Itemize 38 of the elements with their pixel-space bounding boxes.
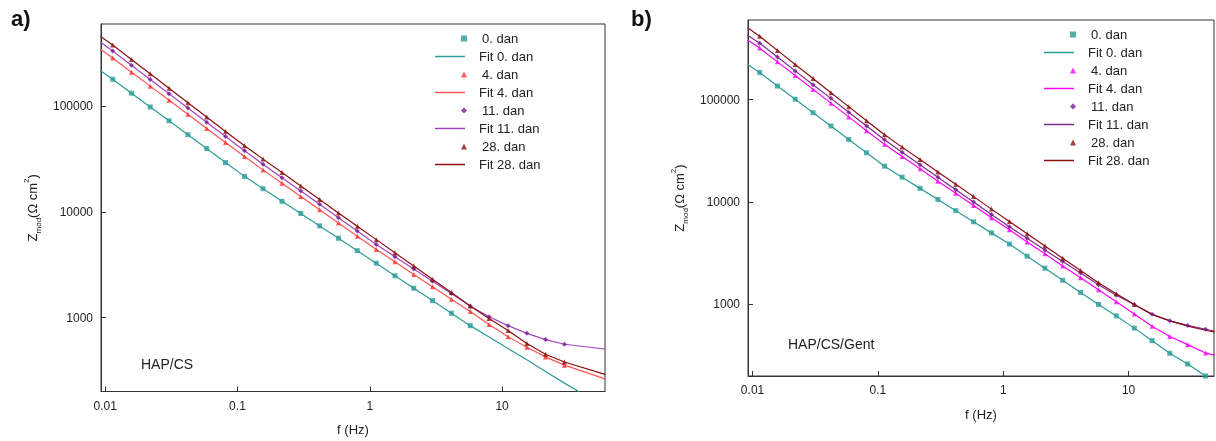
legend-label: 28. dan (1091, 135, 1135, 150)
x-tick-label: 0.1 (869, 383, 887, 397)
legend-label: 0. dan (1091, 27, 1128, 42)
y-tick-label: 10000 (706, 195, 741, 210)
x-tick-label: 0.01 (740, 383, 765, 397)
y-tick-label: 1000 (66, 310, 94, 325)
legend-label: Fit 4. dan (479, 85, 534, 100)
x-tick-label: 0.1 (229, 398, 247, 413)
x-tick-label: 1 (999, 383, 1007, 397)
legend-label: Fit 28. dan (1088, 153, 1150, 168)
legend-label: 4. dan (482, 67, 519, 82)
y-tick-label: 1000 (713, 297, 741, 312)
y-tick-label: 10000 (59, 204, 94, 219)
legend-label: Fit 0. dan (479, 49, 534, 64)
y-axis-title: Zmod(Ω cm2) (21, 174, 43, 242)
y-tick-label: 100000 (52, 99, 94, 114)
chart-title: a) (11, 5, 31, 31)
legend-label: Fit 11. dan (1088, 117, 1149, 132)
legend-label: 0. dan (482, 31, 519, 46)
legend-label: 4. dan (1091, 63, 1128, 78)
x-tick-label: 0.01 (93, 398, 118, 413)
legend-label: Fit 28. dan (479, 157, 541, 172)
x-tick-label: 10 (1121, 383, 1136, 397)
x-axis-title: f (Hz) (965, 406, 997, 422)
annotation: HAP/CS/Gent (788, 336, 875, 352)
x-tick-label: 10 (495, 398, 510, 413)
annotation: HAP/CS (141, 356, 194, 372)
legend-label: 11. dan (482, 103, 525, 118)
y-axis-title: Zmod(Ω cm2) (668, 164, 690, 232)
legend-label: Fit 0. dan (1088, 45, 1143, 60)
x-tick-label: 1 (366, 398, 374, 413)
y-tick-label: 100000 (699, 92, 741, 107)
legend-label: 28. dan (482, 139, 526, 154)
chart-title: b) (631, 5, 652, 31)
legend-label: Fit 11. dan (479, 121, 540, 136)
legend-label: Fit 4. dan (1088, 81, 1143, 96)
legend-label: 11. dan (1091, 99, 1134, 114)
x-axis-title: f (Hz) (337, 422, 369, 437)
